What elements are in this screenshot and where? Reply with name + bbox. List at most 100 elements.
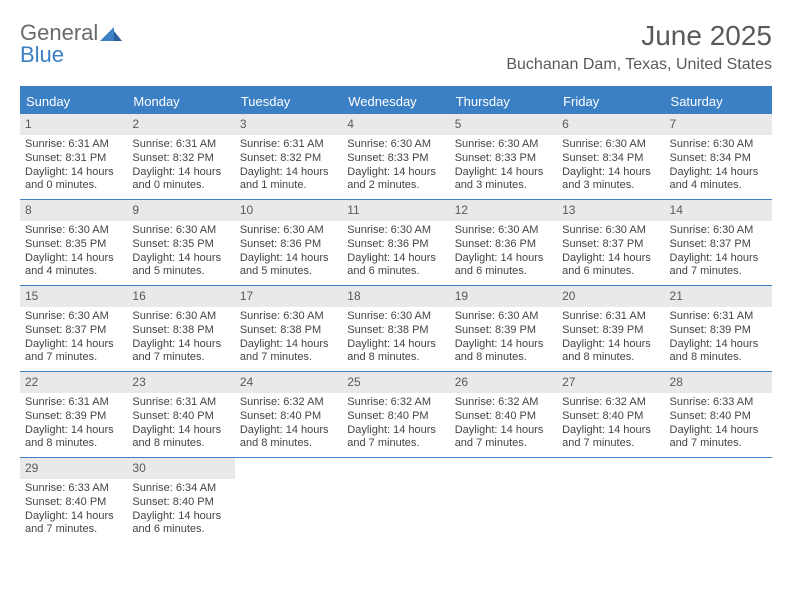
day-body: Sunrise: 6:33 AMSunset: 8:40 PMDaylight:… — [20, 479, 127, 543]
day-sr: Sunrise: 6:31 AM — [132, 138, 229, 152]
day-d2: and 8 minutes. — [240, 437, 337, 451]
calendar: Sunday Monday Tuesday Wednesday Thursday… — [20, 86, 772, 543]
day-ss: Sunset: 8:32 PM — [132, 152, 229, 166]
day-ss: Sunset: 8:37 PM — [25, 324, 122, 338]
day-body: Sunrise: 6:31 AMSunset: 8:39 PMDaylight:… — [665, 307, 772, 371]
day-cell: 24Sunrise: 6:32 AMSunset: 8:40 PMDayligh… — [235, 372, 342, 457]
day-sr: Sunrise: 6:30 AM — [562, 224, 659, 238]
day-number: 25 — [342, 372, 449, 393]
day-number: 19 — [450, 286, 557, 307]
day-d1: Daylight: 14 hours — [670, 166, 767, 180]
day-cell: 8Sunrise: 6:30 AMSunset: 8:35 PMDaylight… — [20, 200, 127, 285]
day-ss: Sunset: 8:40 PM — [132, 410, 229, 424]
day-cell: 29Sunrise: 6:33 AMSunset: 8:40 PMDayligh… — [20, 458, 127, 543]
day-d2: and 2 minutes. — [347, 179, 444, 193]
day-d1: Daylight: 14 hours — [455, 252, 552, 266]
day-cell: 19Sunrise: 6:30 AMSunset: 8:39 PMDayligh… — [450, 286, 557, 371]
day-cell: 26Sunrise: 6:32 AMSunset: 8:40 PMDayligh… — [450, 372, 557, 457]
day-d1: Daylight: 14 hours — [347, 338, 444, 352]
day-cell: 27Sunrise: 6:32 AMSunset: 8:40 PMDayligh… — [557, 372, 664, 457]
day-sr: Sunrise: 6:32 AM — [562, 396, 659, 410]
day-sr: Sunrise: 6:30 AM — [240, 224, 337, 238]
day-sr: Sunrise: 6:30 AM — [25, 224, 122, 238]
week-row: 8Sunrise: 6:30 AMSunset: 8:35 PMDaylight… — [20, 199, 772, 285]
day-body: Sunrise: 6:32 AMSunset: 8:40 PMDaylight:… — [557, 393, 664, 457]
day-number: 3 — [235, 114, 342, 135]
day-d2: and 7 minutes. — [132, 351, 229, 365]
day-ss: Sunset: 8:35 PM — [132, 238, 229, 252]
day-body: Sunrise: 6:30 AMSunset: 8:38 PMDaylight:… — [235, 307, 342, 371]
day-cell: 18Sunrise: 6:30 AMSunset: 8:38 PMDayligh… — [342, 286, 449, 371]
day-ss: Sunset: 8:40 PM — [25, 496, 122, 510]
day-sr: Sunrise: 6:31 AM — [25, 396, 122, 410]
day-body: Sunrise: 6:31 AMSunset: 8:32 PMDaylight:… — [235, 135, 342, 199]
day-cell: 16Sunrise: 6:30 AMSunset: 8:38 PMDayligh… — [127, 286, 234, 371]
day-number: 20 — [557, 286, 664, 307]
day-d1: Daylight: 14 hours — [562, 166, 659, 180]
day-body: Sunrise: 6:30 AMSunset: 8:37 PMDaylight:… — [557, 221, 664, 285]
day-number: 30 — [127, 458, 234, 479]
day-sr: Sunrise: 6:33 AM — [25, 482, 122, 496]
day-d2: and 7 minutes. — [347, 437, 444, 451]
day-d1: Daylight: 14 hours — [240, 424, 337, 438]
logo-icon — [100, 25, 122, 41]
day-number: 15 — [20, 286, 127, 307]
day-sr: Sunrise: 6:30 AM — [240, 310, 337, 324]
day-sr: Sunrise: 6:31 AM — [25, 138, 122, 152]
day-d1: Daylight: 14 hours — [670, 252, 767, 266]
day-d1: Daylight: 14 hours — [562, 338, 659, 352]
month-title: June 2025 — [506, 20, 772, 52]
day-d1: Daylight: 14 hours — [562, 252, 659, 266]
day-body: Sunrise: 6:31 AMSunset: 8:39 PMDaylight:… — [20, 393, 127, 457]
location: Buchanan Dam, Texas, United States — [506, 56, 772, 74]
day-d2: and 3 minutes. — [562, 179, 659, 193]
day-body: Sunrise: 6:30 AMSunset: 8:36 PMDaylight:… — [235, 221, 342, 285]
day-ss: Sunset: 8:38 PM — [240, 324, 337, 338]
day-ss: Sunset: 8:36 PM — [240, 238, 337, 252]
day-sr: Sunrise: 6:30 AM — [455, 224, 552, 238]
day-body: Sunrise: 6:30 AMSunset: 8:39 PMDaylight:… — [450, 307, 557, 371]
day-d1: Daylight: 14 hours — [25, 424, 122, 438]
day-cell: 1Sunrise: 6:31 AMSunset: 8:31 PMDaylight… — [20, 114, 127, 199]
day-cell: 12Sunrise: 6:30 AMSunset: 8:36 PMDayligh… — [450, 200, 557, 285]
day-d1: Daylight: 14 hours — [132, 166, 229, 180]
day-cell: 10Sunrise: 6:30 AMSunset: 8:36 PMDayligh… — [235, 200, 342, 285]
day-body: Sunrise: 6:30 AMSunset: 8:37 PMDaylight:… — [20, 307, 127, 371]
day-ss: Sunset: 8:34 PM — [562, 152, 659, 166]
dayhead-wed: Wednesday — [342, 89, 449, 114]
day-ss: Sunset: 8:36 PM — [347, 238, 444, 252]
day-sr: Sunrise: 6:30 AM — [562, 138, 659, 152]
day-sr: Sunrise: 6:30 AM — [455, 310, 552, 324]
day-sr: Sunrise: 6:32 AM — [347, 396, 444, 410]
day-cell: 6 Sunrise: 6:30 AMSunset: 8:34 PMDaylight… — [557, 114, 664, 199]
day-sr: Sunrise: 6:30 AM — [670, 138, 767, 152]
day-sr: Sunrise: 6:33 AM — [670, 396, 767, 410]
day-ss: Sunset: 8:39 PM — [25, 410, 122, 424]
day-d2: and 6 minutes. — [455, 265, 552, 279]
day-d2: and 6 minutes. — [132, 523, 229, 537]
week-row: 15Sunrise: 6:30 AMSunset: 8:37 PMDayligh… — [20, 285, 772, 371]
day-d1: Daylight: 14 hours — [455, 166, 552, 180]
day-sr: Sunrise: 6:30 AM — [347, 224, 444, 238]
day-ss: Sunset: 8:39 PM — [670, 324, 767, 338]
day-number: 2 — [127, 114, 234, 135]
day-body: Sunrise: 6:30 AMSunset: 8:35 PMDaylight:… — [20, 221, 127, 285]
dayhead-fri: Friday — [557, 89, 664, 114]
day-number: 6 — [557, 114, 664, 135]
day-d2: and 7 minutes. — [562, 437, 659, 451]
day-d2: and 8 minutes. — [670, 351, 767, 365]
day-body: Sunrise: 6:30 AMSunset: 8:37 PMDaylight:… — [665, 221, 772, 285]
day-number: 13 — [557, 200, 664, 221]
day-d2: and 7 minutes. — [670, 265, 767, 279]
day-ss: Sunset: 8:36 PM — [455, 238, 552, 252]
day-body: Sunrise: 6:32 AMSunset: 8:40 PMDaylight:… — [235, 393, 342, 457]
day-cell: 20Sunrise: 6:31 AMSunset: 8:39 PMDayligh… — [557, 286, 664, 371]
day-ss: Sunset: 8:38 PM — [132, 324, 229, 338]
day-ss: Sunset: 8:39 PM — [455, 324, 552, 338]
day-d2: and 1 minute. — [240, 179, 337, 193]
day-cell — [450, 458, 557, 543]
day-d1: Daylight: 14 hours — [347, 166, 444, 180]
dayhead-mon: Monday — [127, 89, 234, 114]
day-cell — [557, 458, 664, 543]
day-body: Sunrise: 6:30 AMSunset: 8:35 PMDaylight:… — [127, 221, 234, 285]
